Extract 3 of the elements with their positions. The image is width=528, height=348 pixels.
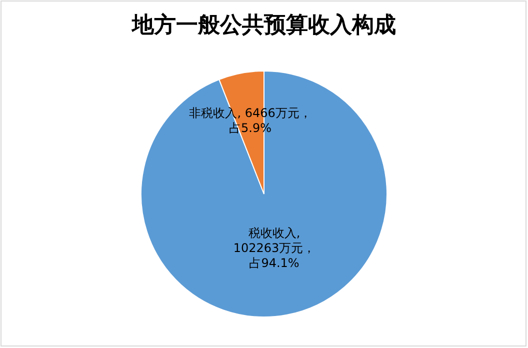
chart-title: 地方一般公共预算收入构成 (130, 11, 397, 40)
slice-label: 税收收入, 102263万元，占94.1% (232, 226, 316, 271)
pie-slice (140, 70, 388, 318)
